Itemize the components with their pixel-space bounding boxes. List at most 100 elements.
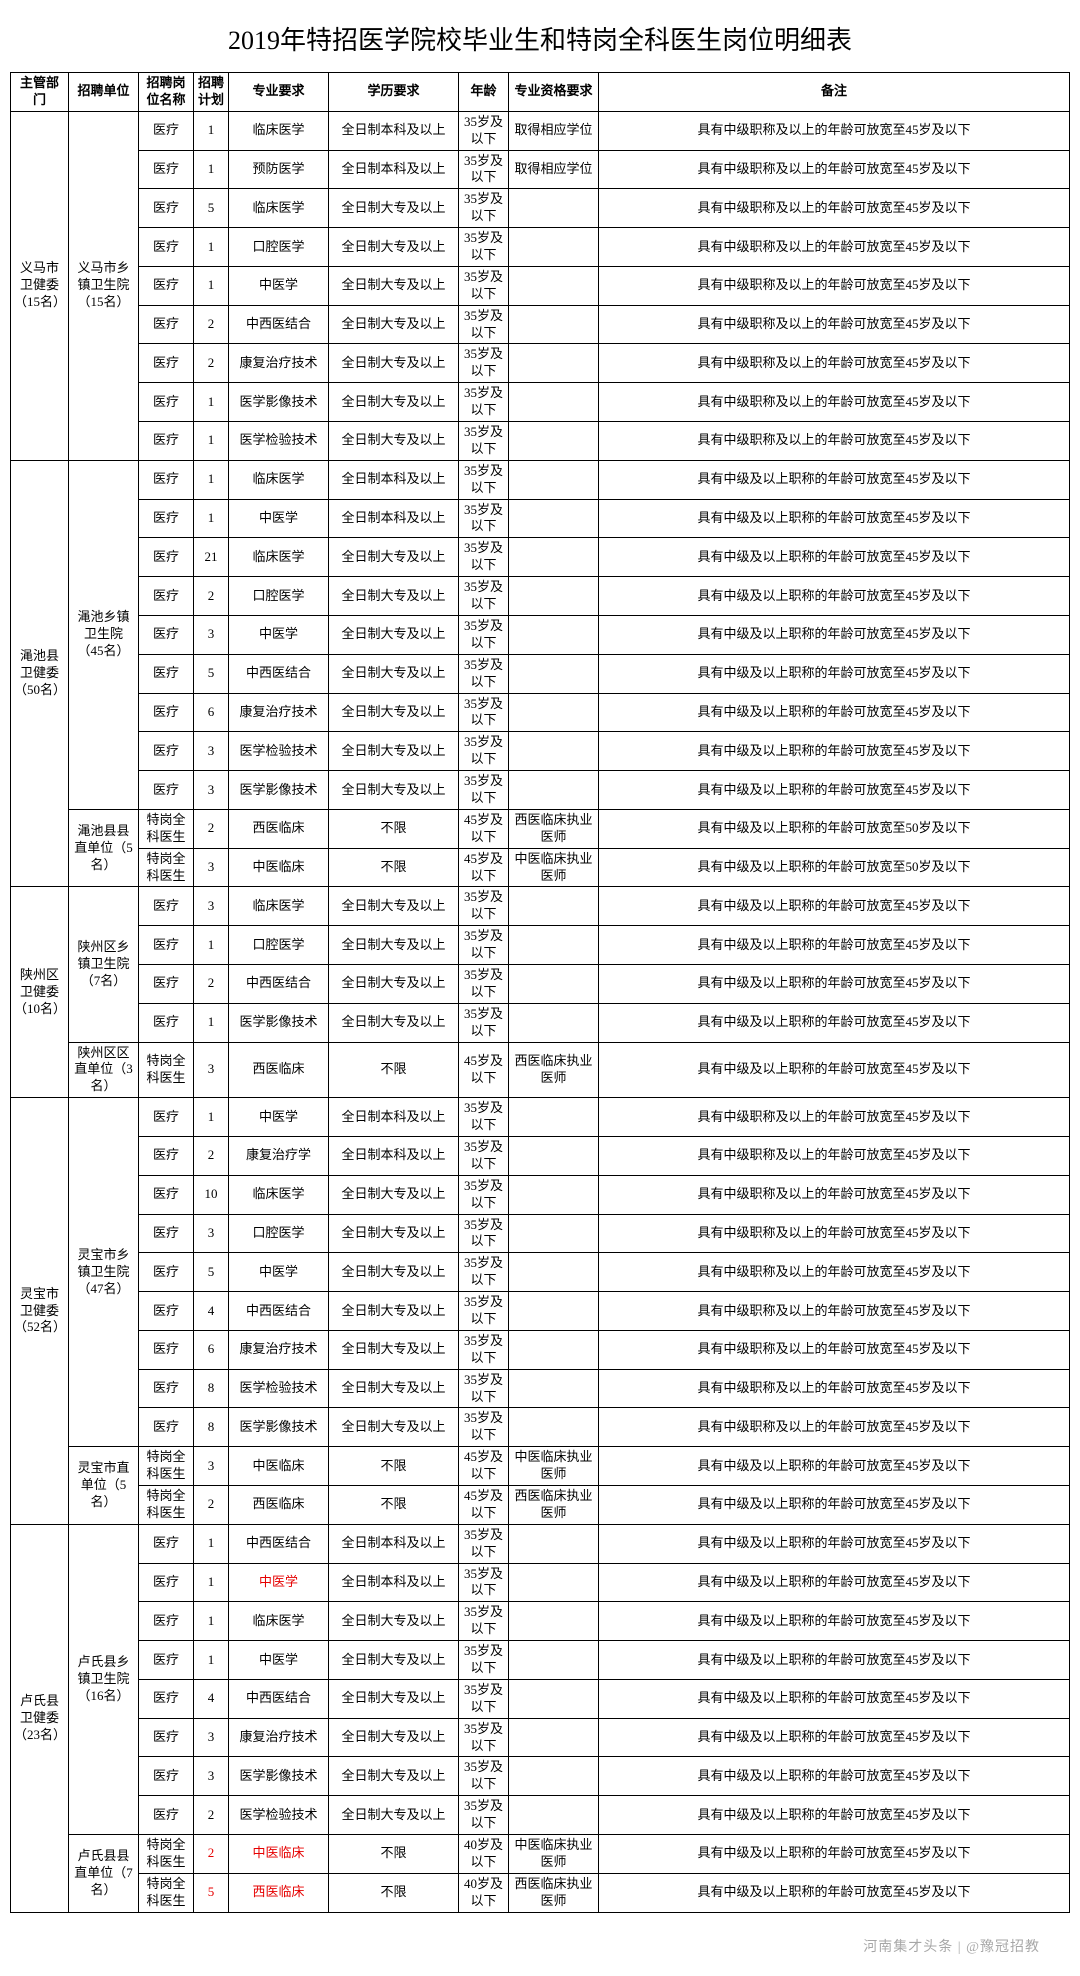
table-row: 医疗2中西医结合全日制大专及以上35岁及以下具有中级职称及以上的年龄可放宽至45… — [11, 305, 1070, 344]
cell-age: 35岁及以下 — [459, 1003, 509, 1042]
cell-edu: 全日制本科及以上 — [329, 1563, 459, 1602]
cell-age: 35岁及以下 — [459, 1563, 509, 1602]
cell-post: 医疗 — [139, 577, 194, 616]
cell-major: 中医学 — [229, 1253, 329, 1292]
cell-edu: 全日制大专及以上 — [329, 1757, 459, 1796]
cell-edu: 全日制大专及以上 — [329, 654, 459, 693]
cell-plan: 8 — [194, 1408, 229, 1447]
cell-major: 口腔医学 — [229, 577, 329, 616]
cell-major: 中西医结合 — [229, 1524, 329, 1563]
cell-plan: 4 — [194, 1679, 229, 1718]
cell-major: 康复治疗技术 — [229, 1718, 329, 1757]
cell-plan: 3 — [194, 1214, 229, 1253]
cell-qual — [509, 1679, 599, 1718]
cell-major: 西医临床 — [229, 1486, 329, 1525]
cell-age: 35岁及以下 — [459, 1524, 509, 1563]
cell-plan: 1 — [194, 266, 229, 305]
cell-note: 具有中级职称及以上的年龄可放宽至45岁及以下 — [599, 1369, 1070, 1408]
cell-major: 中医学 — [229, 1098, 329, 1137]
table-row: 特岗全科医生3中医临床不限45岁及以下中医临床执业医师具有中级及以上职称的年龄可… — [11, 848, 1070, 887]
cell-note: 具有中级及以上职称的年龄可放宽至45岁及以下 — [599, 1679, 1070, 1718]
cell-major: 临床医学 — [229, 1602, 329, 1641]
cell-edu: 全日制大专及以上 — [329, 771, 459, 810]
cell-major: 医学影像技术 — [229, 383, 329, 422]
cell-plan: 3 — [194, 848, 229, 887]
table-row: 医疗3康复治疗技术全日制大专及以上35岁及以下具有中级及以上职称的年龄可放宽至4… — [11, 1718, 1070, 1757]
cell-note: 具有中级及以上职称的年龄可放宽至45岁及以下 — [599, 1796, 1070, 1835]
cell-age: 45岁及以下 — [459, 1486, 509, 1525]
table-row: 陕州区区直单位（3名）特岗全科医生3西医临床不限45岁及以下西医临床执业医师具有… — [11, 1042, 1070, 1098]
cell-note: 具有中级及以上职称的年龄可放宽至45岁及以下 — [599, 1042, 1070, 1098]
cell-major: 医学检验技术 — [229, 1369, 329, 1408]
cell-qual — [509, 1003, 599, 1042]
cell-edu: 全日制大专及以上 — [329, 383, 459, 422]
cell-qual — [509, 732, 599, 771]
cell-note: 具有中级职称及以上的年龄可放宽至45岁及以下 — [599, 344, 1070, 383]
cell-plan: 3 — [194, 887, 229, 926]
table-row: 医疗1口腔医学全日制大专及以上35岁及以下具有中级职称及以上的年龄可放宽至45岁… — [11, 228, 1070, 267]
cell-note: 具有中级职称及以上的年龄可放宽至45岁及以下 — [599, 1098, 1070, 1137]
cell-edu: 全日制大专及以上 — [329, 1641, 459, 1680]
cell-edu: 不限 — [329, 1835, 459, 1874]
cell-age: 35岁及以下 — [459, 1330, 509, 1369]
cell-age: 35岁及以下 — [459, 1253, 509, 1292]
cell-age: 35岁及以下 — [459, 305, 509, 344]
table-row: 医疗1中医学全日制本科及以上35岁及以下具有中级及以上职称的年龄可放宽至45岁及… — [11, 1563, 1070, 1602]
cell-note: 具有中级及以上职称的年龄可放宽至45岁及以下 — [599, 1718, 1070, 1757]
cell-age: 35岁及以下 — [459, 1679, 509, 1718]
watermark: 河南集才头条 | @豫冠招教 — [863, 1936, 1040, 1956]
cell-edu: 全日制本科及以上 — [329, 1098, 459, 1137]
cell-age: 35岁及以下 — [459, 1718, 509, 1757]
col-edu: 学历要求 — [329, 73, 459, 112]
cell-note: 具有中级职称及以上的年龄可放宽至45岁及以下 — [599, 189, 1070, 228]
cell-qual: 中医临床执业医师 — [509, 1447, 599, 1486]
cell-edu: 不限 — [329, 848, 459, 887]
cell-edu: 全日制大专及以上 — [329, 1003, 459, 1042]
cell-major: 医学检验技术 — [229, 422, 329, 461]
table-row: 渑池县县直单位（5名）特岗全科医生2西医临床不限45岁及以下西医临床执业医师具有… — [11, 809, 1070, 848]
cell-plan: 1 — [194, 150, 229, 189]
cell-major: 医学影像技术 — [229, 1757, 329, 1796]
cell-qual — [509, 266, 599, 305]
table-row: 医疗2医学检验技术全日制大专及以上35岁及以下具有中级及以上职称的年龄可放宽至4… — [11, 1796, 1070, 1835]
cell-age: 35岁及以下 — [459, 1175, 509, 1214]
cell-post: 医疗 — [139, 1602, 194, 1641]
cell-qual — [509, 460, 599, 499]
cell-age: 35岁及以下 — [459, 654, 509, 693]
cell-age: 35岁及以下 — [459, 1214, 509, 1253]
cell-dept: 卢氏县卫健委（23名） — [11, 1524, 69, 1912]
cell-note: 具有中级职称及以上的年龄可放宽至45岁及以下 — [599, 1292, 1070, 1331]
cell-major: 中西医结合 — [229, 305, 329, 344]
cell-note: 具有中级职称及以上的年龄可放宽至45岁及以下 — [599, 150, 1070, 189]
cell-plan: 2 — [194, 577, 229, 616]
cell-age: 35岁及以下 — [459, 732, 509, 771]
table-row: 医疗4中西医结合全日制大专及以上35岁及以下具有中级职称及以上的年龄可放宽至45… — [11, 1292, 1070, 1331]
cell-plan: 5 — [194, 189, 229, 228]
cell-note: 具有中级及以上职称的年龄可放宽至45岁及以下 — [599, 654, 1070, 693]
cell-note: 具有中级职称及以上的年龄可放宽至45岁及以下 — [599, 1175, 1070, 1214]
cell-qual — [509, 422, 599, 461]
cell-age: 35岁及以下 — [459, 926, 509, 965]
cell-plan: 3 — [194, 1718, 229, 1757]
table-row: 陕州区卫健委（10名）陕州区乡镇卫生院（7名）医疗3临床医学全日制大专及以上35… — [11, 887, 1070, 926]
cell-post: 医疗 — [139, 732, 194, 771]
cell-note: 具有中级及以上职称的年龄可放宽至45岁及以下 — [599, 732, 1070, 771]
table-row: 医疗5中医学全日制大专及以上35岁及以下具有中级职称及以上的年龄可放宽至45岁及… — [11, 1253, 1070, 1292]
cell-age: 35岁及以下 — [459, 1641, 509, 1680]
cell-age: 35岁及以下 — [459, 383, 509, 422]
cell-edu: 全日制大专及以上 — [329, 926, 459, 965]
cell-age: 35岁及以下 — [459, 460, 509, 499]
cell-qual — [509, 693, 599, 732]
cell-major: 临床医学 — [229, 887, 329, 926]
col-post: 招聘岗位名称 — [139, 73, 194, 112]
col-age: 年龄 — [459, 73, 509, 112]
col-plan: 招聘计划 — [194, 73, 229, 112]
cell-plan: 1 — [194, 1003, 229, 1042]
cell-edu: 全日制大专及以上 — [329, 1175, 459, 1214]
cell-note: 具有中级职称及以上的年龄可放宽至45岁及以下 — [599, 422, 1070, 461]
table-row: 义马市卫健委（15名）义马市乡镇卫生院（15名）医疗1临床医学全日制本科及以上3… — [11, 111, 1070, 150]
cell-post: 医疗 — [139, 964, 194, 1003]
cell-major: 医学影像技术 — [229, 1408, 329, 1447]
cell-edu: 全日制大专及以上 — [329, 538, 459, 577]
cell-post: 医疗 — [139, 1098, 194, 1137]
